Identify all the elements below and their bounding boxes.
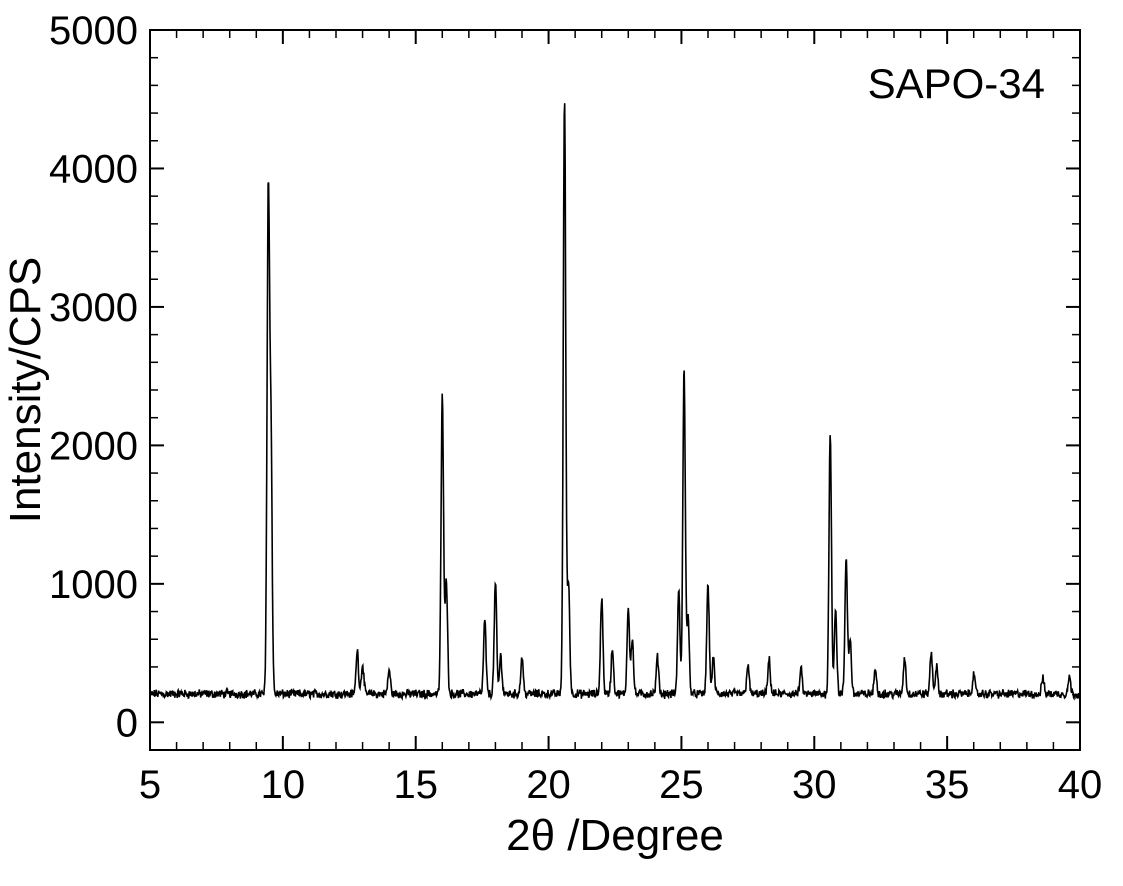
- plot-border: [150, 30, 1080, 750]
- x-axis-label: 2θ /Degree: [506, 811, 724, 860]
- y-tick-label: 0: [116, 701, 138, 745]
- chart-annotation: SAPO-34: [868, 60, 1045, 107]
- x-tick-label: 40: [1058, 763, 1103, 807]
- y-axis-label: Intensity/CPS: [1, 257, 50, 524]
- y-tick-label: 1000: [49, 563, 138, 607]
- x-tick-label: 10: [261, 763, 306, 807]
- y-tick-label: 4000: [49, 147, 138, 191]
- y-tick-label: 2000: [49, 424, 138, 468]
- x-tick-label: 30: [792, 763, 837, 807]
- xrd-trace: [150, 103, 1080, 699]
- x-tick-label: 15: [393, 763, 438, 807]
- x-tick-label: 5: [139, 763, 161, 807]
- xrd-chart: 5 10 15 20 25 30 35 40 0 1000 2000 3000 4000 5000 2θ /…: [0, 0, 1123, 886]
- x-tick-label: 25: [659, 763, 704, 807]
- x-tick-label: 35: [925, 763, 970, 807]
- x-tick-label: 20: [526, 763, 571, 807]
- y-tick-label: 5000: [49, 9, 138, 53]
- y-tick-label: 3000: [49, 286, 138, 330]
